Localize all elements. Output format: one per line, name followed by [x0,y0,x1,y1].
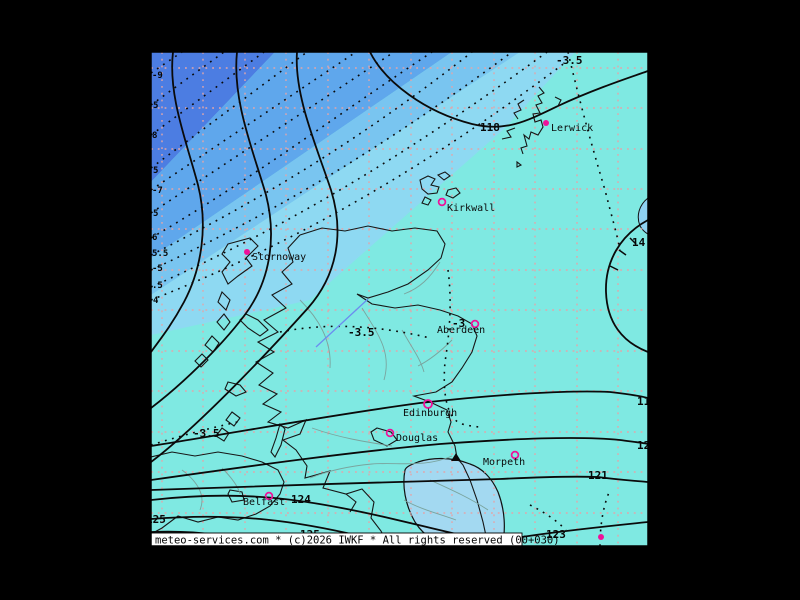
edge-temp-label-2: 8 [152,131,157,141]
edge-temp-label-9: .5 [152,281,163,291]
contour-label-right-clipped-11x: 11 [637,395,651,408]
city-marker-stornoway [244,249,250,255]
city-label-edinburgh: Edinburgh [403,408,457,419]
city-marker-lerwick [543,120,549,126]
city-label-douglas: Douglas [396,433,438,444]
city-markers [244,120,604,540]
region-borders [181,261,489,521]
edge-temp-label-1: 5 [153,101,158,111]
edge-temp-label-7: 5.5 [152,249,168,259]
city-label-belfast: Belfast [243,497,285,508]
temp-label-minus3p5-southwest: -3.5 [193,427,220,440]
shear-line [315,298,369,348]
copyright-text: meteo-services.com * (c)2026 IWKF * All … [155,535,560,547]
edge-temp-label-5: 5 [153,209,158,219]
temp-label-minus3p5-central: -3.5 [348,326,375,339]
city-marker-belfast [264,491,274,501]
city-marker-unnamed-southeast [598,534,604,540]
contour-label-121: 121 [588,469,608,482]
edge-temp-label-3: 5 [153,166,158,176]
edge-temp-label-8: -5 [152,264,163,274]
city-label-aberdeen: Aberdeen [437,325,485,336]
city-marker-morpeth [510,450,520,460]
temp-label-minus3p5-north: -3.5 [556,54,583,67]
city-label-stornoway: Stornoway [252,252,306,263]
contour-label-123: 123 [546,528,566,541]
copyright-strip: meteo-services.com * (c)2026 IWKF * All … [151,532,560,547]
city-marker-edinburgh [423,399,433,409]
contour-label-right-clipped-14: 14 [632,236,646,249]
summit-triangle-icon [451,453,461,461]
copyright-strip-background [151,532,523,546]
contour-label-118: 118 [480,121,500,134]
city-marker-kirkwall [437,197,447,207]
edge-temp-label-10: 4 [153,296,159,306]
city-labels: Lerwick Kirkwall Stornoway Aberdeen Edin… [243,123,593,508]
coastlines [151,86,562,546]
contour-value-labels: 118 121 123 124 125 125 11 12 14 -3.5 -3… [146,54,651,541]
map-frame [150,51,649,547]
edge-temp-label-0: -9 [152,71,163,81]
city-marker-douglas [385,428,395,438]
contour-label-125-left-clipped: 125 [146,513,166,526]
city-label-lerwick: Lerwick [551,123,593,134]
contour-label-124: 124 [291,493,311,506]
contour-label-right-clipped-12x: 12 [637,439,650,452]
city-label-kirkwall: Kirkwall [447,203,495,214]
edge-temp-label-6: 6 [152,233,157,243]
temperature-contours [151,52,621,546]
temp-label-minus3-aberdeen: -3 [452,317,465,330]
city-marker-aberdeen [470,319,480,329]
left-edge-temp-labels: -9 5 8 5 -7 5 6 5.5 -5 .5 4 [152,71,168,306]
city-label-morpeth: Morpeth [483,457,525,468]
low-center-tick-marks [609,237,637,271]
edge-temp-label-4: -7 [152,186,163,196]
